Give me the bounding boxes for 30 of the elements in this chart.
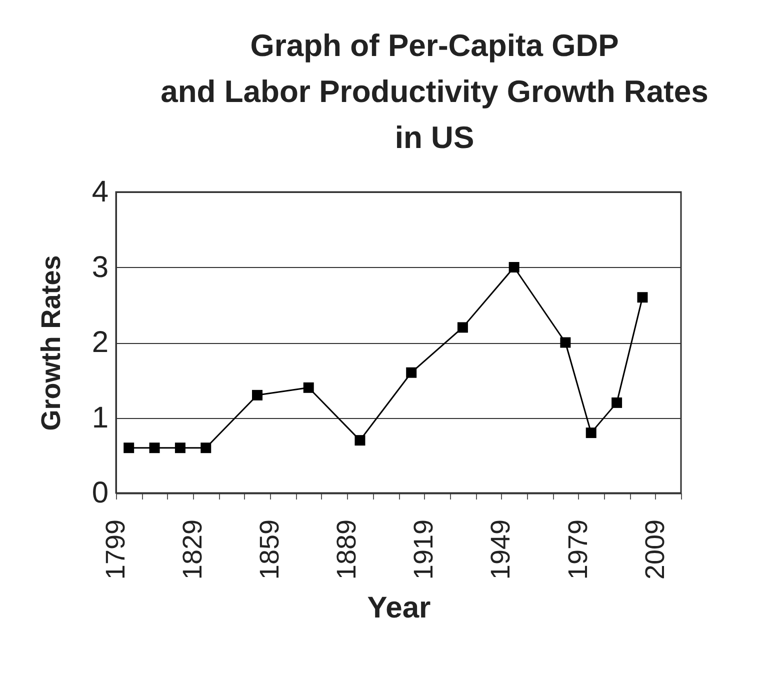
point <box>406 367 417 378</box>
y-tick-label: 1 <box>92 401 108 434</box>
point <box>560 337 571 348</box>
chart-title: Graph of Per-Capita GDP and Labor Productivity Growth Rates in US <box>160 28 708 155</box>
point <box>303 382 314 393</box>
point <box>354 435 366 446</box>
point <box>508 262 520 272</box>
x-tick-label: 1979 <box>562 520 593 580</box>
y-tick-label: 3 <box>92 250 108 284</box>
x-axis-title: Year <box>367 592 432 625</box>
point <box>252 390 262 400</box>
x-tick-label: 1949 <box>486 520 516 580</box>
y-axis-title: Growth Rates <box>36 255 66 431</box>
x-tick-label: 2009 <box>640 520 670 580</box>
x-tick-label: 1859 <box>254 520 285 580</box>
point <box>124 442 134 454</box>
point <box>200 442 212 454</box>
point <box>586 428 596 438</box>
y-tick-label: 0 <box>92 476 108 510</box>
point <box>612 397 622 408</box>
point <box>149 442 160 454</box>
x-tick-label: 1829 <box>178 520 208 580</box>
x-tick-label: 1889 <box>332 520 362 580</box>
point <box>637 292 648 303</box>
y-tick-label: 4 <box>92 176 108 208</box>
point <box>457 322 468 333</box>
point <box>174 442 186 454</box>
y-tick-label: 2 <box>92 326 108 359</box>
x-tick-label: 1799 <box>100 520 130 580</box>
x-tick-label: 1919 <box>408 520 439 580</box>
